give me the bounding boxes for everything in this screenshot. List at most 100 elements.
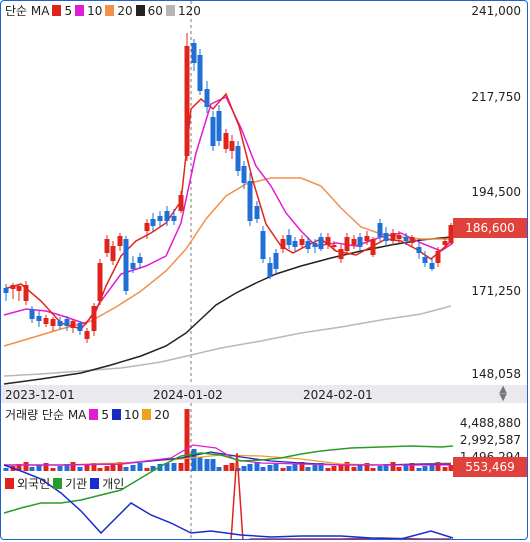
foreign-swatch [5, 478, 14, 489]
volume-bar [97, 468, 103, 471]
candle-body [104, 239, 110, 253]
price-chart[interactable] [1, 1, 528, 385]
candle-body [178, 195, 184, 211]
candle-body [130, 263, 136, 269]
volume-chart[interactable] [1, 403, 528, 540]
candle-body [260, 231, 266, 259]
ma120-line [3, 305, 452, 377]
volume-bar [351, 467, 357, 471]
volume-bar [216, 467, 222, 471]
vol-ma5-swatch [89, 409, 99, 420]
current-price-tag: 186,600 [453, 218, 527, 238]
ma5-swatch [52, 5, 62, 16]
date-label-1: 2023-12-01 [5, 388, 75, 402]
candle-body [241, 166, 247, 183]
candle-body [396, 235, 402, 239]
candle-body [325, 237, 331, 245]
volume-bar [273, 463, 279, 471]
candle-body [23, 285, 29, 301]
ma20-label: 20 [117, 3, 133, 18]
volume-bar [299, 462, 305, 471]
candle-body [267, 263, 273, 277]
candle-body [286, 235, 292, 245]
volume-bar [137, 463, 143, 471]
volume-bar [64, 464, 70, 471]
volume-bar [84, 465, 90, 471]
ma-legend-title: 단순 MA [5, 4, 50, 18]
candle-body [3, 288, 9, 293]
volume-bar [223, 465, 229, 471]
individual-swatch [90, 478, 100, 489]
candle-body [435, 251, 441, 263]
candle-body [254, 206, 260, 219]
candle-body [403, 237, 409, 241]
ma10-swatch [75, 5, 85, 16]
vol-ma10-label: 10 [124, 407, 140, 422]
volume-bars [3, 409, 454, 471]
candle-body [351, 239, 357, 245]
candle-body [191, 43, 197, 63]
volume-legend: 거래량 단순 MA 5 10 20 [5, 406, 170, 423]
volume-bar [3, 468, 9, 471]
volume-bar [117, 462, 123, 471]
candle-body [197, 55, 203, 91]
candle-body [150, 219, 156, 226]
vol-ma5-label: 5 [101, 407, 110, 422]
volume-bar [178, 463, 184, 471]
volume-bar [204, 459, 210, 471]
volume-bar [171, 463, 177, 471]
volume-bar [91, 463, 97, 471]
price-label-4: 171,250 [471, 284, 521, 298]
candle-body [123, 239, 129, 291]
volume-bar [144, 468, 150, 471]
candlestick-series [3, 33, 454, 343]
candle-body [77, 323, 83, 331]
ma10-label: 10 [87, 3, 103, 18]
volume-bar [267, 465, 273, 471]
volume-bar [416, 468, 422, 471]
candle-body [36, 316, 42, 321]
candle-body [29, 309, 35, 319]
volume-label-2: 2,992,587 [459, 433, 521, 447]
volume-legend-title: 거래량 단순 MA [5, 408, 87, 422]
candle-body [57, 321, 63, 326]
volume-bar [229, 463, 235, 471]
candle-body [292, 241, 298, 247]
ma5-line [3, 92, 454, 330]
candle-body [144, 223, 150, 231]
candle-body [223, 133, 229, 149]
candle-body [171, 216, 177, 221]
candle-body [43, 318, 49, 324]
volume-bar [254, 462, 260, 471]
volume-bar [77, 467, 83, 471]
volume-bar [23, 462, 29, 471]
ma120-label: 120 [177, 3, 201, 18]
candle-body [137, 257, 143, 263]
volume-bar [442, 467, 448, 471]
volume-bar [344, 462, 350, 471]
candle-body [305, 241, 311, 249]
candle-body [383, 233, 389, 241]
volume-bar [104, 466, 110, 471]
candle-body [64, 319, 70, 326]
ma5-label: 5 [64, 3, 73, 18]
candle-body [390, 233, 396, 241]
volume-bar [325, 468, 331, 471]
institution-label: 기관 [65, 477, 88, 491]
candle-body [70, 321, 76, 328]
candle-body [312, 243, 318, 247]
individual-line [3, 464, 454, 539]
volume-bar [130, 465, 136, 471]
volume-bar [57, 466, 63, 471]
date-axis-bar[interactable] [1, 385, 527, 403]
candle-body [157, 216, 163, 221]
volume-bar [123, 467, 129, 471]
ma120-swatch [165, 5, 175, 16]
ma60-line [3, 236, 452, 385]
resize-handle-icon[interactable]: ▲ ▼ [499, 384, 507, 403]
price-label-2: 217,750 [471, 90, 521, 104]
date-label-2: 2024-01-02 [153, 388, 223, 402]
candle-body [117, 236, 123, 246]
candle-body [50, 319, 56, 326]
vol-ma20-swatch [142, 409, 152, 420]
